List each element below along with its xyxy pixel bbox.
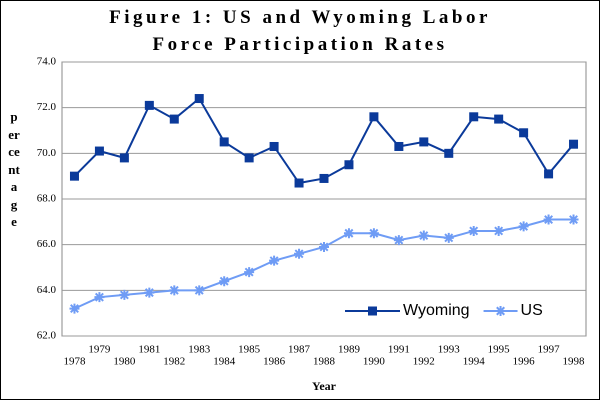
x-tick-label: 1996 (513, 356, 536, 368)
point (294, 248, 305, 259)
y-tick-label: 64.0 (37, 284, 57, 296)
x-tick-label: 1982 (163, 356, 185, 368)
point (568, 214, 579, 225)
x-tick-label: 1995 (488, 344, 511, 356)
point (219, 276, 230, 287)
x-tick-label: 1983 (188, 344, 211, 356)
point (468, 225, 479, 236)
point (344, 160, 354, 170)
point (94, 292, 105, 303)
x-tick-label: 1984 (213, 356, 236, 368)
point (169, 285, 180, 296)
point (319, 241, 329, 252)
point (219, 137, 229, 147)
x-tick-label: 1988 (313, 356, 336, 368)
point (469, 112, 479, 122)
point (144, 287, 155, 298)
x-tick-label: 1989 (338, 344, 361, 356)
point (194, 94, 204, 104)
x-axis-label: Year (312, 379, 337, 393)
point (294, 178, 304, 188)
legend-label: Wyoming (403, 302, 470, 319)
x-tick-label: 1994 (463, 356, 486, 368)
point (494, 114, 504, 124)
x-tick-label: 1987 (288, 344, 311, 356)
x-tick-label: 1980 (113, 356, 136, 368)
point (394, 141, 404, 151)
x-tick-label: 1998 (563, 356, 586, 368)
chart-title: Figure 1: US and Wyoming Labor Force Par… (109, 7, 491, 55)
x-tick-label: 1979 (88, 344, 111, 356)
point (269, 255, 280, 266)
point (443, 232, 454, 243)
y-axis-label: percentage (8, 109, 20, 229)
y-tick-label: 72.0 (37, 101, 57, 113)
point (444, 148, 454, 158)
point (244, 153, 254, 163)
point (493, 225, 504, 236)
point (519, 128, 529, 138)
y-tick-label: 74.0 (37, 56, 57, 68)
point (368, 228, 379, 239)
point (94, 146, 104, 156)
y-tick-label: 66.0 (37, 238, 57, 250)
point (544, 169, 554, 179)
point (169, 114, 179, 124)
point (569, 139, 579, 149)
point (244, 267, 255, 278)
legend-marker (495, 306, 506, 316)
x-tick-label: 1981 (138, 344, 160, 356)
x-tick-label: 1990 (363, 356, 386, 368)
y-tick-label: 62.0 (37, 330, 57, 342)
point (144, 100, 154, 110)
point (69, 171, 79, 181)
point (419, 137, 429, 147)
x-tick-label: 1991 (388, 344, 410, 356)
point (393, 235, 404, 246)
point (119, 289, 130, 300)
x-tick-label: 1997 (538, 344, 561, 356)
point (343, 228, 354, 239)
x-tick-label: 1992 (413, 356, 435, 368)
legend-label: US (521, 302, 543, 319)
point (319, 173, 329, 183)
point (119, 153, 129, 163)
point (418, 230, 429, 241)
point (369, 112, 379, 122)
point (518, 221, 529, 232)
point (543, 214, 554, 225)
x-tick-label: 1978 (63, 356, 86, 368)
point (69, 303, 80, 314)
x-tick-label: 1993 (438, 344, 461, 356)
y-tick-label: 68.0 (37, 193, 57, 205)
y-tick-label: 70.0 (37, 147, 57, 159)
x-tick-label: 1986 (263, 356, 286, 368)
point (269, 141, 279, 151)
x-tick-label: 1985 (238, 344, 261, 356)
point (194, 285, 205, 296)
legend-marker (368, 306, 377, 316)
